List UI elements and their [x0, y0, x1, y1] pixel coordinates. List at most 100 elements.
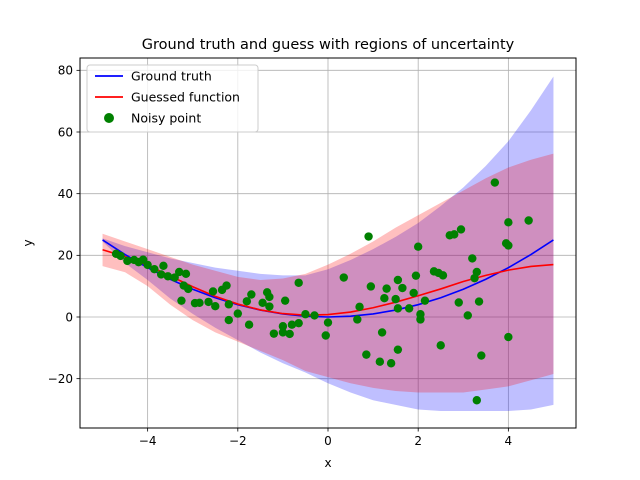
uncertainty-bands: [102, 76, 554, 412]
noisy-point: [339, 273, 348, 282]
legend-label-ground-truth: Ground truth: [131, 69, 212, 84]
noisy-point: [438, 271, 448, 280]
noisy-point: [204, 297, 213, 307]
noisy-point: [393, 275, 403, 285]
noisy-point: [278, 328, 288, 337]
noisy-point: [472, 267, 481, 277]
noisy-point: [355, 302, 364, 312]
noisy-point: [362, 350, 371, 359]
legend-swatch-noisy-point: [104, 113, 114, 123]
noisy-point: [143, 260, 152, 270]
noisy-point: [456, 225, 466, 234]
x-tick-label: 0: [324, 434, 332, 448]
noisy-point: [413, 242, 423, 251]
noisy-point: [398, 283, 407, 293]
noisy-point: [310, 311, 319, 320]
noisy-point: [301, 310, 310, 319]
x-axis-label: x: [324, 456, 331, 470]
noisy-point: [416, 310, 425, 319]
noisy-point: [285, 329, 294, 339]
x-tick-label: 4: [505, 434, 513, 448]
noisy-point: [420, 296, 430, 305]
noisy-point: [265, 292, 274, 302]
noisy-point: [181, 269, 191, 279]
noisy-point: [393, 304, 403, 313]
noisy-point: [150, 265, 159, 274]
noisy-point: [377, 328, 387, 337]
y-tick-label: 20: [58, 249, 73, 263]
noisy-point: [474, 297, 484, 306]
noisy-point: [208, 287, 218, 296]
x-tick-label: 2: [414, 434, 422, 448]
noisy-point: [409, 288, 418, 298]
noisy-point: [472, 396, 481, 405]
y-tick-label: 40: [58, 187, 73, 201]
noisy-point: [224, 315, 233, 325]
noisy-point: [170, 273, 179, 282]
noisy-point: [375, 357, 385, 366]
noisy-point: [504, 241, 513, 250]
noisy-point: [366, 282, 376, 291]
noisy-point: [386, 359, 396, 368]
noisy-point: [364, 232, 373, 241]
noisy-point: [477, 351, 486, 360]
noisy-point: [116, 251, 125, 261]
noisy-point: [404, 304, 414, 313]
noisy-point: [524, 216, 533, 225]
noisy-point: [436, 341, 445, 350]
noisy-point: [382, 284, 391, 293]
noisy-point: [454, 298, 463, 307]
noisy-point: [353, 315, 362, 324]
noisy-point: [211, 302, 220, 311]
noisy-point: [450, 230, 459, 239]
legend: Ground truth Guessed function Noisy poin…: [86, 64, 259, 133]
y-axis-label: y: [21, 239, 35, 246]
y-tick-label: −20: [48, 372, 73, 386]
noisy-point: [177, 296, 186, 305]
noisy-point: [294, 278, 303, 287]
noisy-point: [321, 331, 330, 340]
noisy-point: [224, 300, 233, 309]
noisy-point: [287, 320, 297, 329]
noisy-point: [247, 290, 256, 299]
noisy-point: [294, 318, 303, 328]
noisy-point: [490, 178, 500, 187]
noisy-point: [258, 298, 267, 308]
legend-label-guessed-function: Guessed function: [131, 90, 240, 105]
noisy-point: [463, 311, 472, 320]
noisy-point: [278, 322, 288, 331]
noisy-point: [175, 267, 184, 277]
noisy-point: [504, 332, 513, 342]
noisy-point: [222, 281, 231, 290]
noisy-point: [195, 298, 204, 308]
noisy-point: [242, 297, 252, 306]
noisy-point: [269, 329, 279, 338]
scatter-points: [111, 178, 533, 405]
noisy-point: [411, 271, 421, 280]
noisy-point: [233, 309, 243, 318]
noisy-point: [468, 254, 477, 263]
x-tick-label: −2: [229, 434, 247, 448]
noisy-point: [504, 218, 513, 227]
noisy-point: [391, 294, 400, 304]
guess-uncertainty-band: [102, 153, 554, 393]
noisy-point: [159, 261, 168, 271]
noisy-point: [393, 345, 403, 354]
chart-title: Ground truth and guess with regions of u…: [142, 37, 515, 53]
grid: [80, 58, 576, 428]
ground-truth-line: [102, 239, 554, 318]
legend-label-noisy-point: Noisy point: [131, 111, 201, 126]
y-tick-label: 0: [65, 310, 73, 324]
noisy-point: [323, 318, 333, 327]
noisy-point: [380, 293, 389, 303]
noisy-point: [265, 302, 274, 311]
legend-box: [86, 64, 259, 133]
x-tick-label: −4: [139, 434, 157, 448]
noisy-point: [184, 284, 193, 294]
y-tick-label: 60: [58, 125, 73, 139]
ground-truth-uncertainty-band: [102, 76, 554, 412]
noisy-point: [156, 270, 166, 279]
noisy-point: [280, 296, 290, 305]
